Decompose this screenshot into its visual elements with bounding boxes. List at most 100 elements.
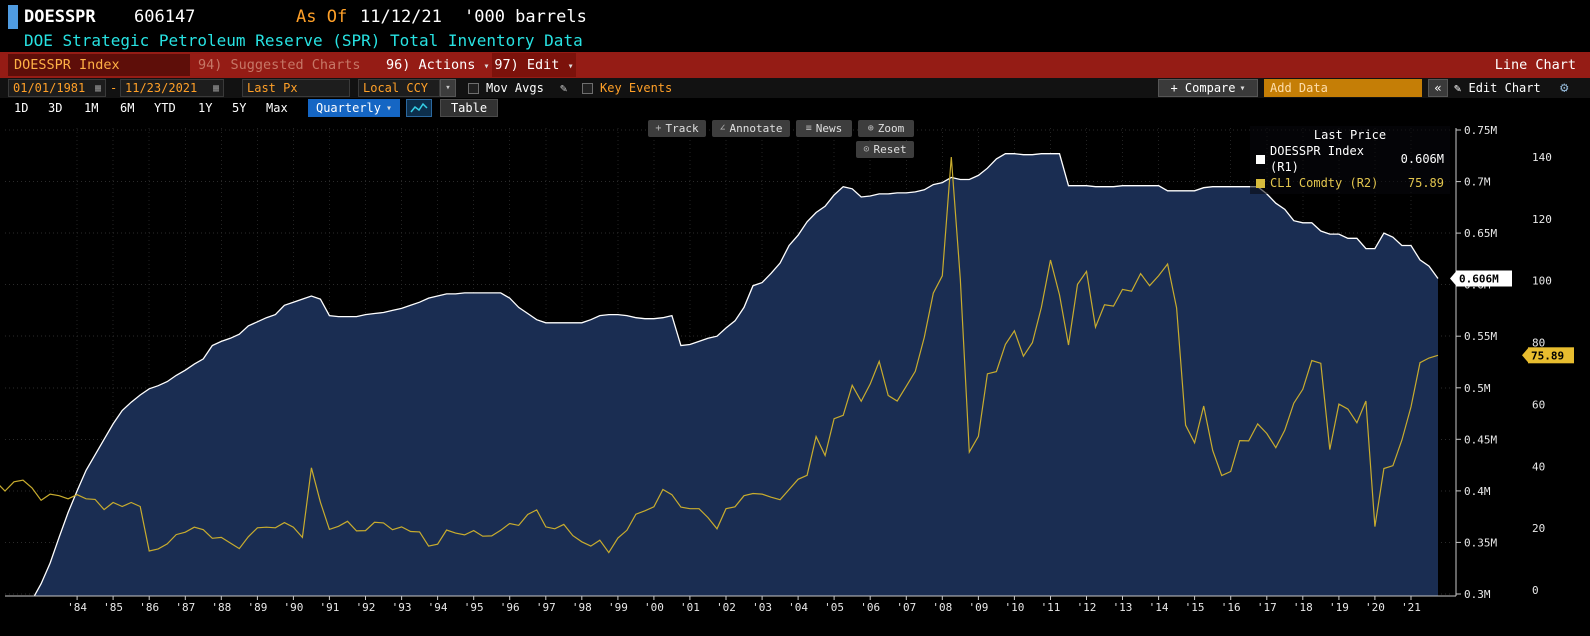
menu-actions[interactable]: 96) Actions ▾	[386, 57, 490, 73]
currency-selector[interactable]: Local CCY	[358, 79, 440, 97]
spr-area	[0, 153, 1438, 596]
table-button[interactable]: Table	[440, 99, 498, 117]
svg-text:0.606M: 0.606M	[1459, 273, 1499, 286]
annotate-label: Annotate	[729, 122, 783, 135]
svg-text:'12: '12	[1077, 601, 1097, 614]
svg-text:'14: '14	[1149, 601, 1169, 614]
date-to-value: 11/23/2021	[125, 81, 198, 95]
period-ytd[interactable]: YTD	[154, 101, 176, 115]
add-data-input[interactable]: Add Data	[1264, 79, 1422, 97]
reset-button[interactable]: ⊙ Reset	[856, 141, 914, 158]
svg-text:'21: '21	[1401, 601, 1421, 614]
spr-line	[33, 153, 1439, 596]
price-field-selector[interactable]: Last Px	[242, 79, 350, 97]
period-1d[interactable]: 1D	[14, 101, 29, 115]
svg-text:0.4M: 0.4M	[1464, 485, 1491, 498]
menu-actions-label: 96) Actions	[386, 57, 476, 73]
legend-row-cl1[interactable]: CL1 Comdty (R2) 75.89	[1256, 175, 1444, 191]
frequency-label: Quarterly	[315, 101, 381, 115]
legend-row-doesspr[interactable]: DOESSPR Index (R1) 0.606M	[1256, 143, 1444, 175]
svg-text:'88: '88	[211, 601, 231, 614]
right-axis-2-labels: 0 20 40 60 80 100 120 140	[1532, 151, 1552, 597]
svg-text:'91: '91	[319, 601, 339, 614]
right-axis-1-labels: 0.3M0.35M0.4M0.45M0.5M0.55M0.6M0.65M0.7M…	[1456, 124, 1497, 601]
svg-text:40: 40	[1532, 460, 1545, 473]
edit-chart-button[interactable]: ✎ Edit Chart	[1454, 81, 1541, 95]
date-range-separator: -	[110, 81, 118, 95]
period-6m[interactable]: 6M	[120, 101, 135, 115]
zoom-button[interactable]: ⊕ Zoom	[858, 120, 914, 137]
legend-value-doesspr: 0.606M	[1400, 152, 1444, 166]
svg-text:'94: '94	[428, 601, 448, 614]
svg-text:'17: '17	[1257, 601, 1277, 614]
compare-button[interactable]: + Compare ▾	[1158, 79, 1258, 97]
svg-text:'05: '05	[824, 601, 844, 614]
frequency-dropdown[interactable]: Quarterly ▾	[308, 99, 400, 117]
menu-edit[interactable]: 97) Edit ▾	[492, 53, 576, 77]
gear-icon[interactable]: ⚙	[1560, 80, 1569, 96]
svg-text:'16: '16	[1221, 601, 1241, 614]
svg-text:'01: '01	[680, 601, 700, 614]
date-from-field[interactable]: 01/01/1981 ▦	[8, 79, 106, 97]
view-mode-label: Line Chart	[1494, 57, 1576, 73]
svg-text:'10: '10	[1004, 601, 1024, 614]
svg-text:'85: '85	[103, 601, 123, 614]
period-5y[interactable]: 5Y	[232, 101, 247, 115]
period-1m[interactable]: 1M	[84, 101, 99, 115]
svg-text:'20: '20	[1365, 601, 1385, 614]
period-3d[interactable]: 3D	[48, 101, 63, 115]
menu-edit-label: 97) Edit	[494, 57, 560, 73]
svg-text:'03: '03	[752, 601, 772, 614]
mov-avgs-checkbox[interactable]	[468, 83, 479, 94]
period-1y[interactable]: 1Y	[198, 101, 213, 115]
magnifier-icon: ⊕	[867, 123, 874, 134]
last-price-badges: 0.606M 75.89	[1450, 270, 1574, 364]
chart-type-button[interactable]	[406, 99, 432, 117]
chevron-down-icon: ▾	[386, 102, 393, 114]
price-chart[interactable]: '84 '85 '86 '87 '88 '89 '90 '91 '92 '93 '94 '95 '96 '…	[0, 118, 1590, 636]
date-to-field[interactable]: 11/23/2021 ▦	[120, 79, 224, 97]
cl1-swatch	[1256, 178, 1265, 188]
period-max[interactable]: Max	[266, 101, 288, 115]
legend-title: Last Price	[1313, 128, 1387, 142]
svg-text:'13: '13	[1113, 601, 1133, 614]
news-button[interactable]: ≡ News	[796, 120, 852, 137]
chevron-down-icon: ▾	[445, 83, 451, 93]
x-axis-labels: '84 '85 '86 '87 '88 '89 '90 '91 '92 '93 '94 '95 '96 '…	[67, 596, 1421, 614]
menu-bar: DOESSPR Index 94) Suggested Charts 96) A…	[0, 52, 1590, 78]
security-field[interactable]: DOESSPR Index	[8, 54, 190, 76]
crosshair-icon: +	[655, 123, 662, 134]
menu-suggested-charts[interactable]: 94) Suggested Charts	[198, 57, 361, 73]
svg-text:140: 140	[1532, 151, 1552, 164]
svg-text:0.45M: 0.45M	[1464, 433, 1497, 446]
collapse-panel-button[interactable]: «	[1428, 79, 1448, 97]
cl1-line	[0, 156, 1439, 554]
line-chart-icon	[410, 102, 428, 113]
series-plot	[0, 153, 1439, 596]
svg-text:'86: '86	[139, 601, 159, 614]
key-events-checkbox[interactable]	[582, 83, 593, 94]
ticker-symbol: DOESSPR	[24, 7, 96, 27]
svg-text:'87: '87	[175, 601, 195, 614]
edit-chart-label: Edit Chart	[1468, 81, 1541, 95]
track-label: Track	[665, 122, 699, 135]
svg-text:60: 60	[1532, 398, 1545, 411]
svg-text:0.55M: 0.55M	[1464, 330, 1497, 343]
chart-controls-bar: 01/01/1981 ▦ - 11/23/2021 ▦ Last Px Loca…	[0, 78, 1590, 98]
currency-dropdown-button[interactable]: ▾	[440, 79, 456, 97]
currency-value: Local CCY	[363, 81, 429, 95]
news-icon: ≡	[805, 123, 812, 134]
period-toolbar: 1D 3D 1M 6M YTD 1Y 5Y Max Quarterly ▾ Ta…	[0, 98, 1590, 118]
security-color-bar	[8, 5, 18, 29]
svg-text:0.5M: 0.5M	[1464, 382, 1491, 395]
mov-avgs-label: Mov Avgs	[486, 81, 544, 95]
reset-icon: ⊙	[863, 144, 870, 155]
spr-last-price-badge	[1456, 270, 1512, 287]
price-field-value: Last Px	[247, 81, 298, 95]
track-button[interactable]: + Track	[648, 120, 706, 137]
calendar-icon: ▦	[94, 82, 101, 94]
annotate-button[interactable]: ∠ Annotate	[712, 120, 790, 137]
svg-text:'97: '97	[536, 601, 556, 614]
svg-text:'98: '98	[572, 601, 592, 614]
pencil-icon[interactable]: ✎	[560, 81, 568, 95]
